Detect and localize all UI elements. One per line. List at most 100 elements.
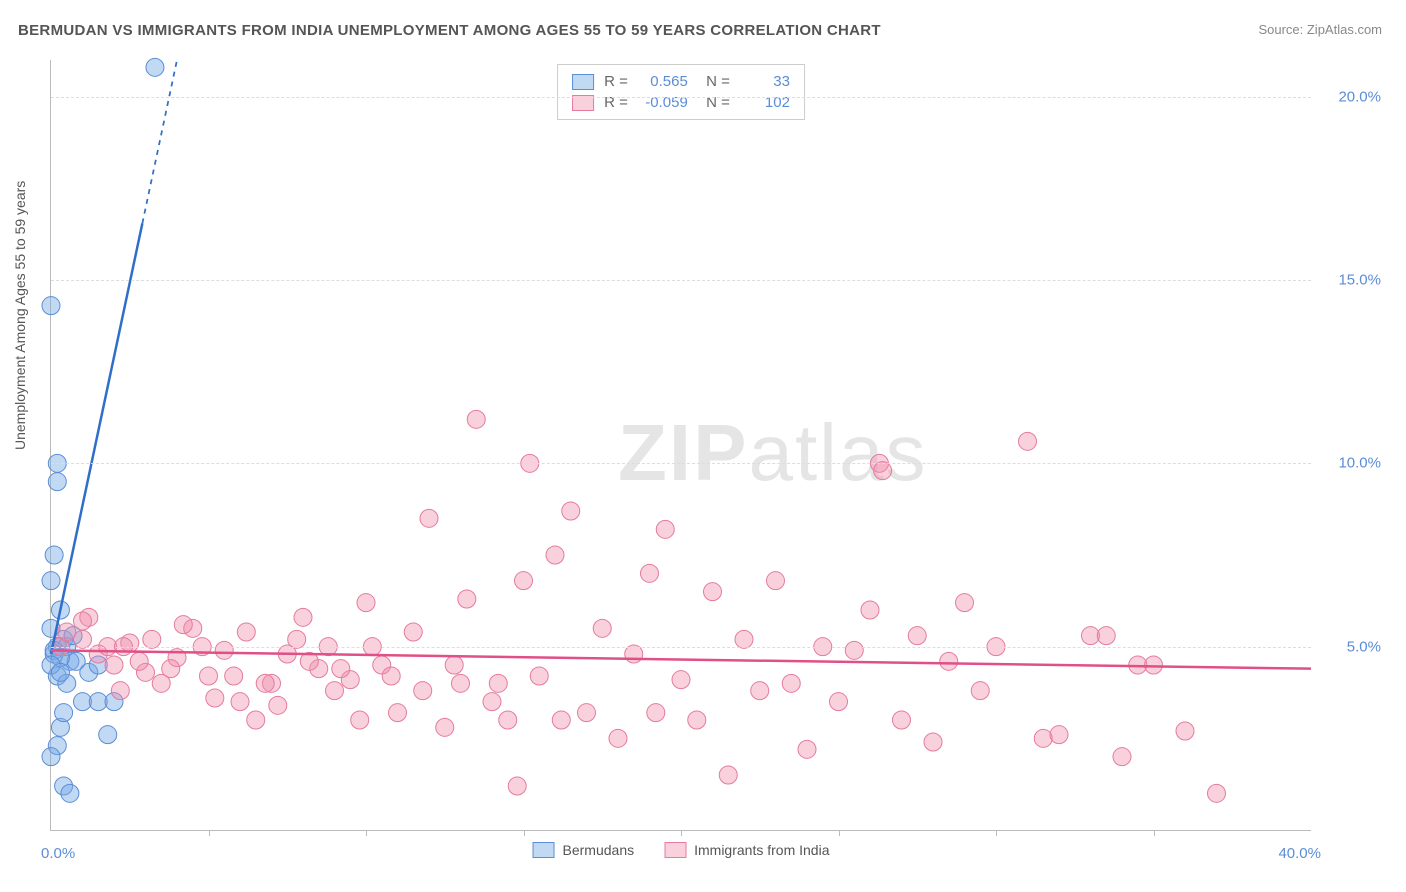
data-point [782,674,800,692]
data-point [215,641,233,659]
data-point [656,520,674,538]
data-point [1176,722,1194,740]
data-point [1034,729,1052,747]
legend-stats-row: R =0.565 N =33 [572,71,790,92]
data-point [105,656,123,674]
data-point [404,623,422,641]
data-point [971,682,989,700]
x-axis-max-label: 40.0% [1278,845,1321,862]
data-point [130,652,148,670]
data-point [552,711,570,729]
data-point [452,674,470,692]
legend-swatch [533,842,555,858]
data-point [45,546,63,564]
chart-title: BERMUDAN VS IMMIGRANTS FROM INDIA UNEMPL… [18,22,881,39]
data-point [940,652,958,670]
data-point [332,660,350,678]
data-point [111,682,129,700]
x-tick [996,830,997,836]
data-point [326,682,344,700]
trend-line-dashed [142,60,177,223]
data-point [61,784,79,802]
data-point [174,616,192,634]
x-tick [209,830,210,836]
data-point [247,711,265,729]
data-point [382,667,400,685]
trend-line [51,223,142,654]
data-point [489,674,507,692]
legend-n-value: 33 [740,73,790,90]
data-point [735,630,753,648]
data-point [55,704,73,722]
data-point [231,693,249,711]
gridline [51,463,1311,464]
data-point [893,711,911,729]
x-tick [681,830,682,836]
y-tick-label: 5.0% [1321,638,1381,655]
x-tick [839,830,840,836]
chart-svg [51,60,1311,830]
data-point [767,572,785,590]
data-point [704,583,722,601]
legend-n-label: N = [698,73,730,90]
data-point [672,671,690,689]
data-point [294,608,312,626]
data-point [830,693,848,711]
legend-series-label: Bermudans [563,842,635,858]
data-point [641,564,659,582]
data-point [499,711,517,729]
y-axis-label: Unemployment Among Ages 55 to 59 years [12,181,28,450]
data-point [956,594,974,612]
data-point [414,682,432,700]
y-tick-label: 15.0% [1321,272,1381,289]
data-point [1097,627,1115,645]
data-point [200,667,218,685]
data-point [389,704,407,722]
data-point [530,667,548,685]
data-point [467,410,485,428]
x-tick [366,830,367,836]
x-tick [524,830,525,836]
data-point [99,726,117,744]
data-point [578,704,596,722]
data-point [74,630,92,648]
data-point [625,645,643,663]
data-point [1019,432,1037,450]
data-point [351,711,369,729]
data-point [1050,726,1068,744]
plot-area: ZIPatlas R =0.565 N =33R =-0.059 N =102 … [50,60,1311,831]
data-point [256,674,274,692]
data-point [483,693,501,711]
data-point [546,546,564,564]
data-point [42,572,60,590]
data-point [269,696,287,714]
data-point [647,704,665,722]
x-axis-min-label: 0.0% [41,845,75,862]
data-point [436,718,454,736]
data-point [1113,748,1131,766]
data-point [357,594,375,612]
data-point [924,733,942,751]
legend-stats-row: R =-0.059 N =102 [572,92,790,113]
data-point [445,656,463,674]
data-point [42,748,60,766]
data-point [458,590,476,608]
y-tick-label: 10.0% [1321,455,1381,472]
data-point [48,473,66,491]
data-point [51,663,69,681]
data-point [908,627,926,645]
legend-series-item: Bermudans [533,842,635,858]
source-attribution: Source: ZipAtlas.com [1258,22,1382,37]
legend-series: BermudansImmigrants from India [533,842,830,858]
data-point [609,729,627,747]
x-tick [1154,830,1155,836]
data-point [861,601,879,619]
gridline [51,647,1311,648]
data-point [798,740,816,758]
data-point [508,777,526,795]
data-point [74,612,92,630]
data-point [1208,784,1226,802]
data-point [688,711,706,729]
data-point [225,667,243,685]
gridline [51,97,1311,98]
